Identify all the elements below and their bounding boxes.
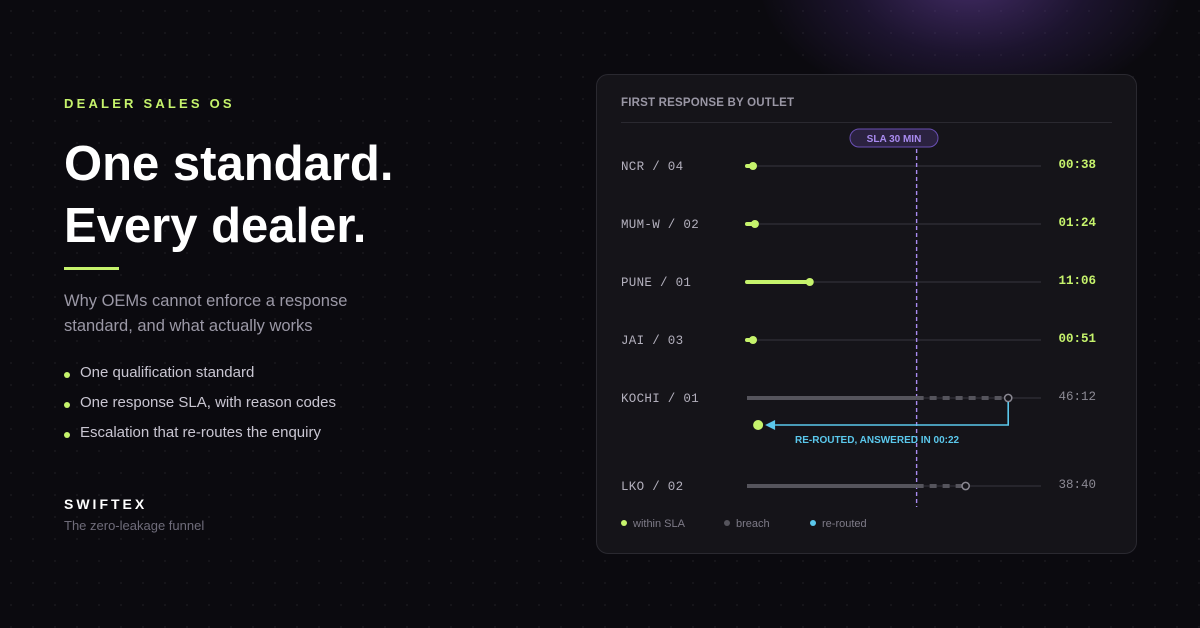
response-time-value: 38:40 (1058, 478, 1096, 492)
reroute-answered-marker (753, 420, 764, 430)
legend-breach-dot-icon (724, 520, 730, 526)
response-end-marker (805, 278, 814, 286)
bullet-text: Escalation that re-routes the enquiry (80, 424, 321, 441)
outlet-label: KOCHI / 01 (621, 392, 699, 406)
breach-end-marker (1003, 393, 1013, 403)
accent-rule (64, 267, 119, 270)
response-time-value: 11:06 (1058, 274, 1096, 288)
response-end-marker (749, 336, 757, 344)
outlet-label: LKO / 02 (621, 480, 683, 494)
bullet-dot-icon (64, 372, 70, 378)
response-time-value: 01:24 (1058, 216, 1096, 230)
brand-name: SWIFTEX (64, 496, 148, 512)
bullet-item: Escalation that re-routes the enquiry (64, 424, 336, 454)
legend-label: breach (736, 518, 770, 530)
bullet-item: One response SLA, with reason codes (64, 394, 336, 424)
response-time-value: 46:12 (1058, 390, 1096, 404)
bullet-dot-icon (64, 432, 70, 438)
outlet-label: MUM-W / 02 (621, 218, 699, 232)
reroute-label: RE-ROUTED, ANSWERED IN 00:22 (795, 435, 960, 446)
legend-label: re-routed (822, 518, 867, 530)
bullet-dot-icon (64, 402, 70, 408)
bullet-item: One qualification standard (64, 364, 336, 394)
bullet-text: One qualification standard (80, 364, 255, 381)
card-divider (621, 122, 1112, 123)
headline-line-2: Every dealer. (64, 199, 367, 253)
sla-badge-label: SLA 30 MIN (867, 134, 922, 145)
breach-end-marker (961, 481, 970, 491)
bullet-text: One response SLA, with reason codes (80, 394, 336, 411)
legend-within-dot-icon (621, 520, 627, 526)
subtitle: Why OEMs cannot enforce a response stand… (64, 292, 348, 335)
response-time-value: 00:51 (1058, 332, 1096, 346)
headline: One standard. Every dealer. (64, 133, 393, 257)
outlet-label: JAI / 03 (621, 334, 683, 348)
reroute-connector (775, 402, 1010, 426)
response-end-marker (750, 220, 759, 228)
outlet-label: NCR / 04 (621, 160, 683, 174)
headline-line-1: One standard. (64, 137, 394, 191)
response-end-marker (749, 162, 757, 170)
outlet-label: PUNE / 01 (621, 276, 691, 290)
reroute-arrowhead-icon (765, 420, 776, 430)
bullet-list: One qualification standard One response … (64, 364, 336, 454)
brand-tagline: The zero-leakage funnel (64, 518, 205, 533)
legend-rerouted-dot-icon (810, 520, 816, 526)
response-chart-card: FIRST RESPONSE BY OUTLET SLA 30 MIN NCR … (596, 74, 1137, 554)
response-time-value: 00:38 (1058, 158, 1096, 172)
legend-label: within SLA (632, 518, 686, 530)
chart-title: FIRST RESPONSE BY OUTLET (621, 97, 795, 109)
response-chart: SLA 30 MIN NCR / 04 00:38 MUM-W / 02 01:24 P… (621, 128, 1096, 530)
eyebrow-label: DEALER SALES OS (64, 96, 235, 111)
sla-badge (849, 128, 939, 148)
